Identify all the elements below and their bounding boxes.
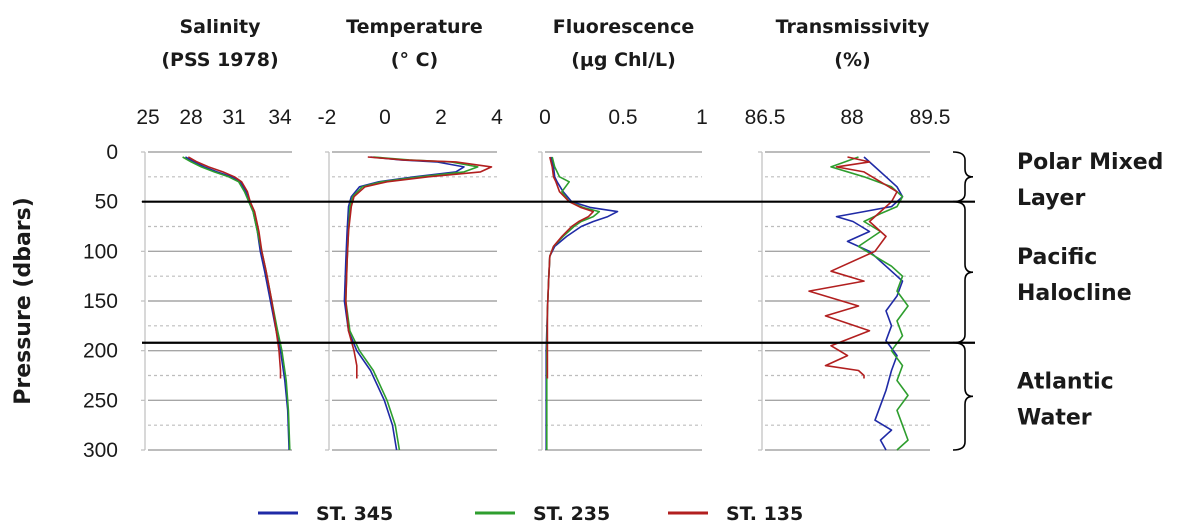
x-tick-label: -2 bbox=[318, 106, 337, 129]
panel-subtitle: (° C) bbox=[391, 49, 438, 71]
panel-subtitle: (PSS 1978) bbox=[161, 49, 278, 71]
y-tick-label: 150 bbox=[83, 290, 118, 313]
legend-label: ST. 135 bbox=[726, 503, 803, 525]
x-tick-label: 89.5 bbox=[910, 106, 951, 129]
x-tick-label: 25 bbox=[136, 106, 159, 129]
x-tick-label: 34 bbox=[268, 106, 292, 129]
y-tick-label: 100 bbox=[83, 240, 118, 263]
series-line bbox=[182, 156, 291, 451]
panel-subtitle: (μg Chl/L) bbox=[571, 49, 676, 71]
panel-subtitle: (%) bbox=[834, 49, 870, 71]
x-tick-label: 2 bbox=[435, 106, 447, 129]
panel-title: Fluorescence bbox=[553, 16, 694, 38]
x-tick-label: 86.5 bbox=[745, 106, 786, 129]
series-line bbox=[187, 156, 282, 379]
layer-label: Water bbox=[1017, 405, 1092, 430]
layer-brace bbox=[952, 341, 974, 451]
series-line bbox=[343, 156, 465, 451]
y-tick-label: 50 bbox=[95, 191, 118, 214]
x-tick-label: 1 bbox=[696, 106, 708, 129]
layer-label: Layer bbox=[1017, 186, 1085, 211]
x-tick-label: 88 bbox=[840, 106, 863, 129]
y-tick-label: 250 bbox=[83, 389, 118, 412]
series-line bbox=[835, 156, 904, 451]
layer-label: Polar Mixed bbox=[1017, 150, 1163, 175]
legend-label: ST. 345 bbox=[316, 503, 393, 525]
x-tick-label: 28 bbox=[179, 106, 202, 129]
series-line bbox=[808, 156, 898, 379]
series-line bbox=[546, 156, 595, 379]
panel-title: Temperature bbox=[346, 16, 483, 38]
layer-brace bbox=[952, 200, 974, 344]
layer-label: Atlantic bbox=[1017, 369, 1114, 394]
series-line bbox=[345, 156, 493, 379]
y-tick-label: 200 bbox=[83, 340, 118, 363]
x-tick-label: 0 bbox=[539, 106, 551, 129]
y-tick-label: 300 bbox=[83, 439, 118, 462]
series-line bbox=[830, 156, 909, 451]
x-tick-label: 31 bbox=[222, 106, 245, 129]
x-tick-label: 0 bbox=[379, 106, 391, 129]
x-tick-label: 4 bbox=[491, 106, 503, 129]
layer-label: Pacific bbox=[1017, 245, 1097, 270]
x-tick-label: 0.5 bbox=[608, 106, 637, 129]
y-axis-title: Pressure (dbars) bbox=[11, 197, 36, 405]
layer-label: Halocline bbox=[1017, 281, 1132, 306]
y-tick-label: 0 bbox=[106, 141, 118, 164]
panel-title: Salinity bbox=[179, 16, 261, 38]
layer-brace bbox=[952, 151, 974, 203]
legend-label: ST. 235 bbox=[533, 503, 610, 525]
panel-title: Transmissivity bbox=[776, 16, 930, 38]
series-line bbox=[345, 156, 479, 451]
